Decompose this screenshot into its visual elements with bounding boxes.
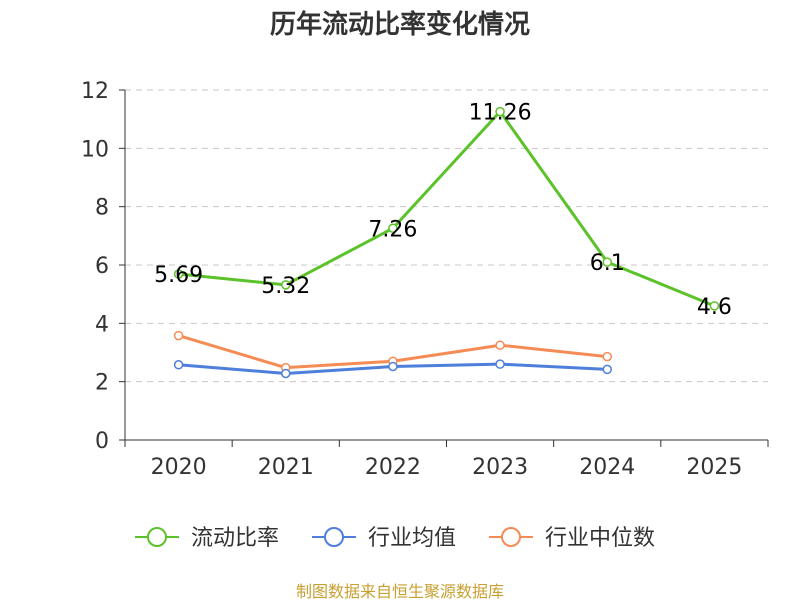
data-point — [495, 359, 505, 369]
data-point — [173, 330, 184, 341]
x-tick-label: 2020 — [151, 455, 207, 480]
data-label: 7.26 — [368, 217, 417, 242]
legend-item: 行业中位数 — [489, 526, 655, 551]
x-tick-label: 2024 — [579, 455, 635, 480]
y-tick-label: 4 — [95, 312, 109, 337]
data-point — [709, 301, 720, 311]
x-tick-label: 2022 — [365, 455, 421, 480]
legend-marker — [147, 527, 167, 547]
legend: 流动比率 行业均值 行业中位数 — [135, 526, 655, 551]
x-tick-label: 2025 — [686, 455, 742, 480]
x-tick-label: 2023 — [472, 455, 528, 480]
y-tick-label: 12 — [81, 79, 109, 104]
legend-label: 行业中位数 — [545, 526, 655, 551]
data-label: 4.6 — [697, 295, 732, 320]
legend-label: 行业均值 — [368, 526, 456, 551]
legend-marker — [324, 527, 344, 547]
data-point — [602, 364, 612, 375]
data-point — [388, 361, 398, 372]
data-point — [281, 368, 291, 379]
y-tick-label: 10 — [81, 137, 109, 162]
y-tick-label: 8 — [95, 196, 109, 221]
data-point — [495, 106, 505, 117]
legend-label: 流动比率 — [191, 526, 279, 551]
axes: 0 2 4 6 8 10 12 2020 2021 2022 2023 2024 2025 — [81, 79, 769, 480]
y-tick-label: 0 — [95, 429, 109, 454]
series-line — [178, 110, 715, 308]
source-note: 制图数据来自恒生聚源数据库 — [296, 582, 504, 600]
y-tick-label: 6 — [95, 254, 109, 279]
data-point — [173, 360, 184, 370]
data-point — [495, 340, 505, 350]
x-tick-label: 2021 — [258, 455, 314, 480]
legend-marker — [501, 527, 521, 547]
y-tick-label: 2 — [95, 371, 109, 396]
legend-item: 行业均值 — [312, 526, 456, 551]
data-point — [602, 351, 612, 362]
data-point — [173, 269, 184, 279]
series-layer — [173, 106, 720, 379]
data-point — [388, 223, 398, 233]
chart-title: 历年流动比率变化情况 — [270, 9, 530, 40]
grid-lines — [125, 89, 768, 383]
data-point — [281, 280, 291, 290]
data-label: 5.32 — [261, 274, 310, 299]
data-labels: 5.69 5.32 7.26 11.26 6.1 4.6 — [154, 101, 732, 320]
data-label: 6.1 — [590, 251, 625, 276]
data-point — [602, 257, 612, 267]
data-label: 5.69 — [154, 263, 203, 288]
data-label: 11.26 — [469, 101, 532, 126]
legend-item: 流动比率 — [135, 526, 279, 551]
